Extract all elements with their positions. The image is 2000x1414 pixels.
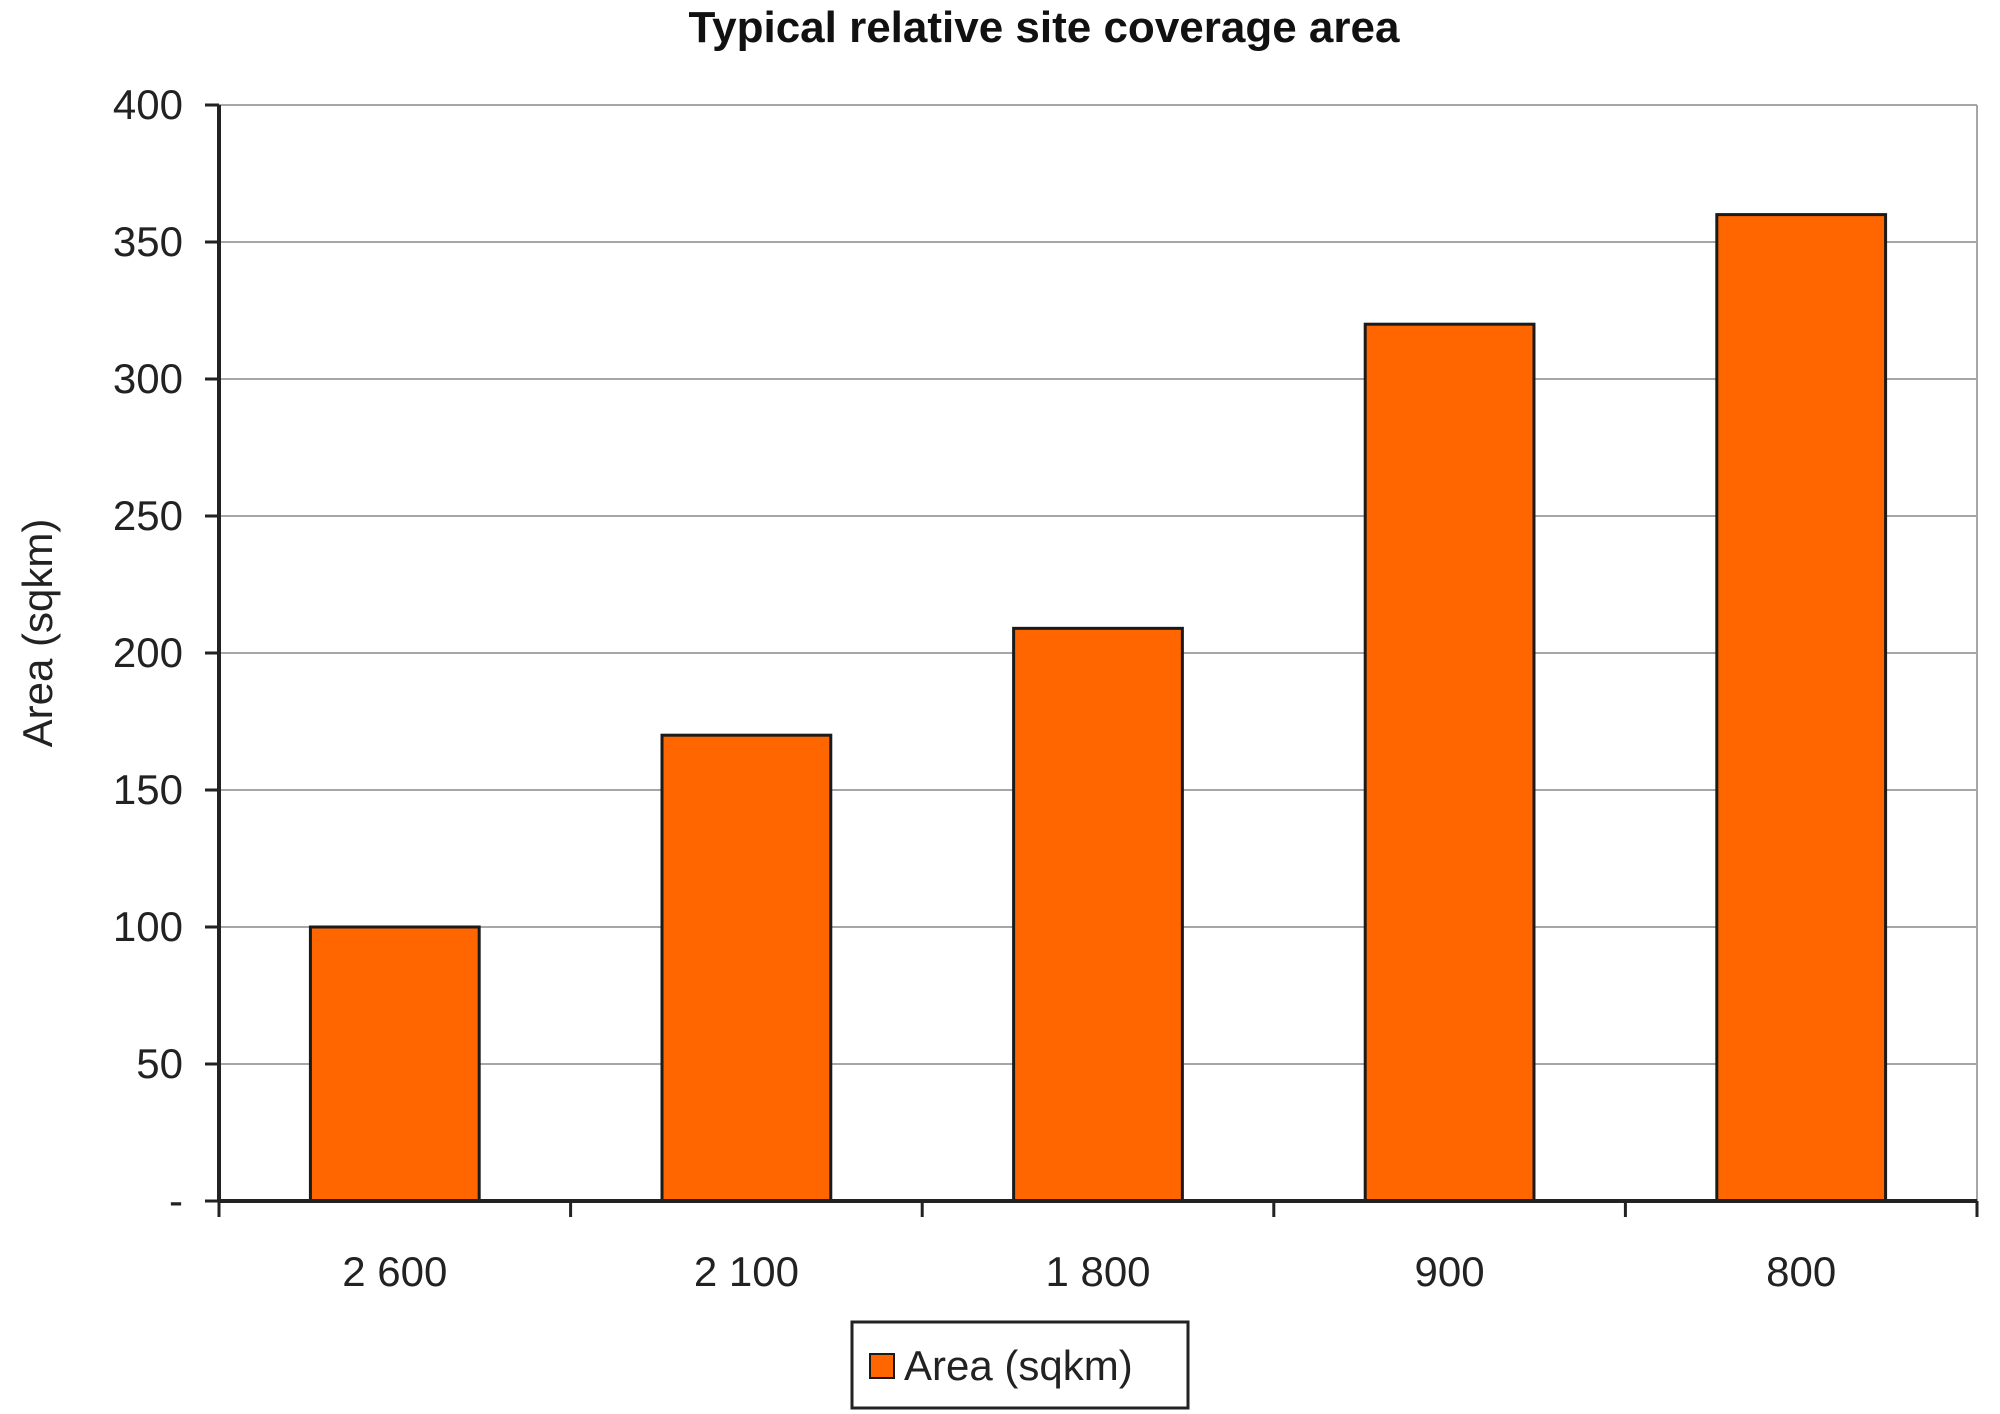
legend: Area (sqkm) [850, 1320, 1190, 1410]
bar [1363, 322, 1536, 1203]
y-tick-label: 350 [113, 218, 183, 265]
gridlines [219, 104, 1978, 1201]
x-tick-label: 800 [1766, 1248, 1836, 1295]
bar [308, 925, 481, 1203]
axes [205, 103, 1979, 1217]
bar [1012, 626, 1184, 1203]
x-tick-label: 1 800 [1045, 1248, 1150, 1295]
y-axis-label: Area (sqkm) [14, 519, 61, 748]
bar [660, 733, 833, 1203]
chart-title: Typical relative site coverage area [689, 3, 1400, 52]
y-tick-label: 50 [136, 1040, 183, 1087]
legend-label: Area (sqkm) [904, 1342, 1133, 1389]
y-tick-label: 250 [113, 492, 183, 539]
y-tick-label: 150 [113, 766, 183, 813]
y-tick-label: 400 [113, 81, 183, 128]
y-tick-label: 300 [113, 355, 183, 402]
y-tick-label: 200 [113, 629, 183, 676]
y-tick-label: 100 [113, 903, 183, 950]
legend-box [850, 1320, 1190, 1410]
x-tick-label: 2 100 [694, 1248, 799, 1295]
y-tick-label: - [169, 1177, 183, 1224]
bar [1715, 213, 1888, 1203]
x-tick-label: 900 [1415, 1248, 1485, 1295]
legend-swatch [869, 1353, 895, 1379]
x-tick-label: 2 600 [342, 1248, 447, 1295]
bars [308, 213, 1888, 1203]
tick-labels: - 50 100 150 200 250 300 350 400 2 600 2 100 1 800 9… [113, 81, 1836, 1295]
